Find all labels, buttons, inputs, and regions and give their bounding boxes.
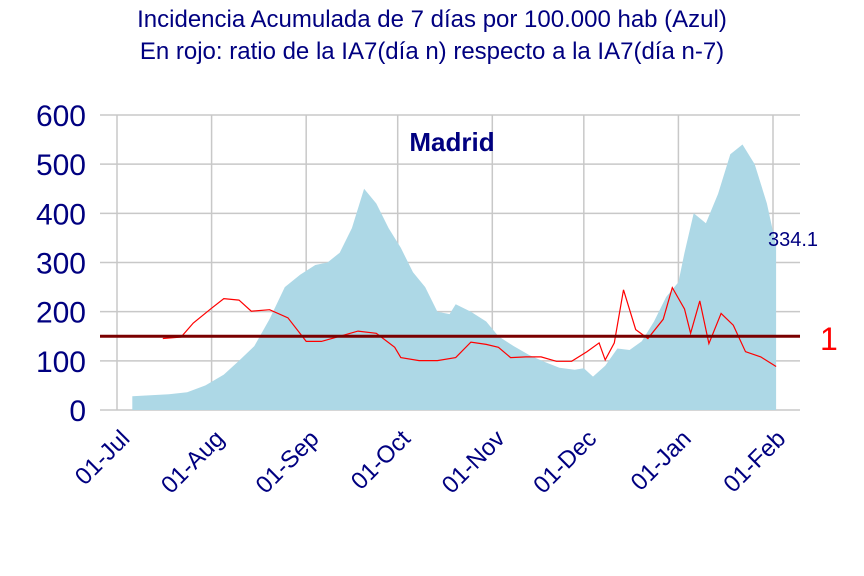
x-tick-label: 01-Jul <box>70 425 135 490</box>
x-axis: 01-Jul 01-Aug 01-Sep 01-Oct 01-Nov 01-Dec 01-J… <box>70 425 791 499</box>
y-axis: 0 100 200 300 400 500 600 <box>36 100 86 428</box>
ratio-line <box>162 286 777 368</box>
x-tick-label: 01-Oct <box>346 425 416 495</box>
region-label: Madrid <box>409 127 494 157</box>
y-tick-label: 200 <box>36 297 86 330</box>
y-tick-label: 100 <box>36 346 86 379</box>
x-tick-label: 01-Jan <box>626 425 697 496</box>
x-tick-label: 01-Nov <box>437 425 511 499</box>
y-tick-label: 500 <box>36 149 86 182</box>
x-tick-label: 01-Sep <box>251 425 325 499</box>
incidence-area-path <box>132 144 777 410</box>
x-tick-label: 01-Feb <box>718 425 791 498</box>
y-tick-label: 300 <box>36 248 86 281</box>
chart-title: Incidencia Acumulada de 7 días por 100.0… <box>137 6 727 33</box>
y-tick-label: 600 <box>36 100 86 133</box>
y-tick-label: 0 <box>69 395 86 428</box>
x-tick-label: 01-Dec <box>528 425 602 499</box>
last-value-label: 334.1 <box>768 229 818 251</box>
chart-subtitle: En rojo: ratio de la IA7(día n) respecto… <box>139 38 725 65</box>
incidence-area <box>132 144 777 410</box>
y-tick-label: 400 <box>36 198 86 231</box>
ratio-line-path <box>162 286 777 368</box>
x-tick-label: 01-Aug <box>156 425 230 499</box>
reference-line-label: 1 <box>820 321 838 357</box>
